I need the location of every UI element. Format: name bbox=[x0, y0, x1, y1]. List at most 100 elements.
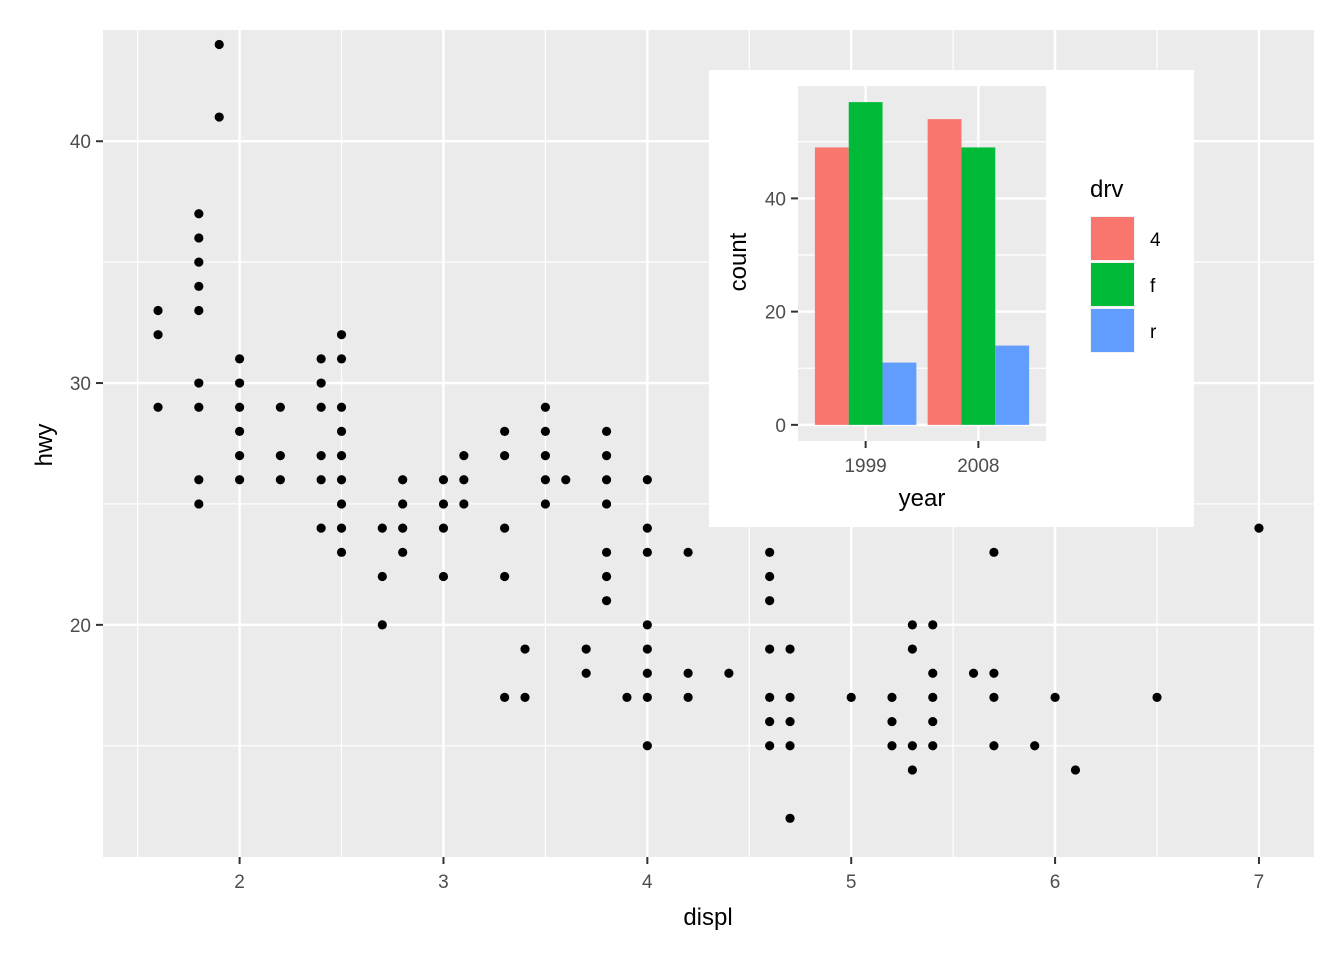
scatter-point bbox=[438, 523, 449, 533]
bar-f-1999 bbox=[848, 102, 883, 425]
scatter-point bbox=[785, 741, 795, 751]
scatter-point bbox=[336, 330, 347, 340]
scatter-point bbox=[989, 741, 999, 751]
scatter-point bbox=[153, 330, 163, 340]
scatter-point bbox=[438, 571, 449, 582]
y-tick-label: 20 bbox=[70, 616, 91, 637]
scatter-point bbox=[214, 39, 224, 50]
scatter-point bbox=[642, 692, 652, 703]
inset-y-tick-label: 20 bbox=[765, 303, 786, 324]
scatter-point bbox=[336, 426, 347, 437]
scatter-point bbox=[642, 668, 652, 678]
scatter-point bbox=[601, 596, 612, 606]
legend-title: drv bbox=[1090, 176, 1123, 203]
scatter-point bbox=[907, 765, 917, 775]
inset-bars bbox=[814, 102, 1030, 425]
scatter-point bbox=[336, 475, 347, 485]
scatter-point bbox=[907, 644, 917, 654]
scatter-point bbox=[316, 402, 326, 412]
scatter-point bbox=[540, 426, 551, 437]
scatter-point bbox=[500, 571, 510, 582]
scatter-point bbox=[887, 692, 897, 703]
scatter-point bbox=[846, 692, 856, 703]
x-tick-label: 7 bbox=[1254, 872, 1265, 893]
scatter-point bbox=[398, 499, 408, 509]
scatter-point bbox=[989, 692, 999, 703]
scatter-point bbox=[520, 644, 530, 654]
scatter-point bbox=[601, 475, 612, 485]
scatter-point bbox=[785, 813, 795, 823]
bar-f-2008 bbox=[961, 147, 996, 425]
scatter-point bbox=[500, 426, 510, 437]
inset-axes: 1999 2008 0 20 40 bbox=[765, 189, 1000, 477]
legend-key-f bbox=[1091, 263, 1134, 306]
scatter-point bbox=[520, 692, 530, 703]
scatter-point bbox=[316, 475, 326, 485]
inset-chart: 1999 2008 0 20 40 year count drv 4 f r bbox=[709, 70, 1194, 527]
scatter-point bbox=[153, 305, 163, 316]
bar-4-2008 bbox=[927, 119, 962, 425]
bar-4-1999 bbox=[814, 147, 849, 425]
scatter-point bbox=[1254, 523, 1264, 533]
scatter-point bbox=[581, 644, 591, 654]
scatter-point bbox=[438, 499, 449, 509]
x-tick-label: 6 bbox=[1050, 872, 1061, 893]
y-axis-title: hwy bbox=[31, 424, 58, 467]
scatter-point bbox=[928, 716, 938, 727]
scatter-point bbox=[194, 305, 204, 316]
scatter-point bbox=[234, 354, 245, 364]
scatter-point bbox=[989, 547, 999, 557]
scatter-point bbox=[234, 426, 245, 437]
scatter-point bbox=[540, 402, 551, 412]
scatter-point bbox=[459, 450, 469, 461]
scatter-point bbox=[459, 499, 469, 509]
scatter-point bbox=[642, 547, 652, 557]
scatter-point bbox=[194, 281, 204, 291]
scatter-point bbox=[398, 547, 408, 557]
scatter-point bbox=[642, 620, 652, 630]
scatter-point bbox=[398, 523, 408, 533]
scatter-point bbox=[316, 378, 326, 388]
scatter-point bbox=[459, 475, 469, 485]
scatter-point bbox=[1050, 692, 1060, 703]
scatter-point bbox=[989, 668, 999, 678]
scatter-point bbox=[500, 450, 510, 461]
scatter-point bbox=[765, 741, 775, 751]
scatter-point bbox=[642, 523, 652, 533]
inset-y-axis-title: count bbox=[725, 232, 752, 291]
scatter-point bbox=[377, 571, 387, 582]
legend-key-4 bbox=[1091, 217, 1134, 260]
scatter-point bbox=[785, 644, 795, 654]
scatter-point bbox=[336, 354, 347, 364]
scatter-point bbox=[642, 475, 652, 485]
scatter-point bbox=[601, 450, 612, 461]
scatter-point bbox=[540, 475, 551, 485]
scatter-point bbox=[336, 547, 347, 557]
scatter-point bbox=[398, 475, 408, 485]
legend-label-r: r bbox=[1150, 322, 1157, 343]
scatter-point bbox=[377, 620, 387, 630]
scatter-point bbox=[765, 644, 775, 654]
scatter-point bbox=[275, 450, 285, 461]
x-tick-label: 4 bbox=[642, 872, 653, 893]
scatter-point bbox=[194, 233, 204, 243]
scatter-point bbox=[316, 450, 326, 461]
scatter-point bbox=[234, 378, 245, 388]
scatter-points bbox=[153, 39, 1264, 823]
inset-x-axis-title: year bbox=[899, 485, 946, 512]
scatter-point bbox=[234, 402, 245, 412]
scatter-point bbox=[194, 475, 204, 485]
scatter-point bbox=[928, 741, 938, 751]
scatter-point bbox=[683, 547, 693, 557]
scatter-point bbox=[194, 257, 204, 267]
scatter-point bbox=[234, 475, 245, 485]
scatter-point bbox=[234, 450, 245, 461]
scatter-point bbox=[907, 620, 917, 630]
scatter-point bbox=[683, 668, 693, 678]
scatter-point bbox=[275, 475, 285, 485]
inset-y-tick-label: 0 bbox=[775, 416, 786, 437]
scatter-point bbox=[601, 571, 612, 582]
